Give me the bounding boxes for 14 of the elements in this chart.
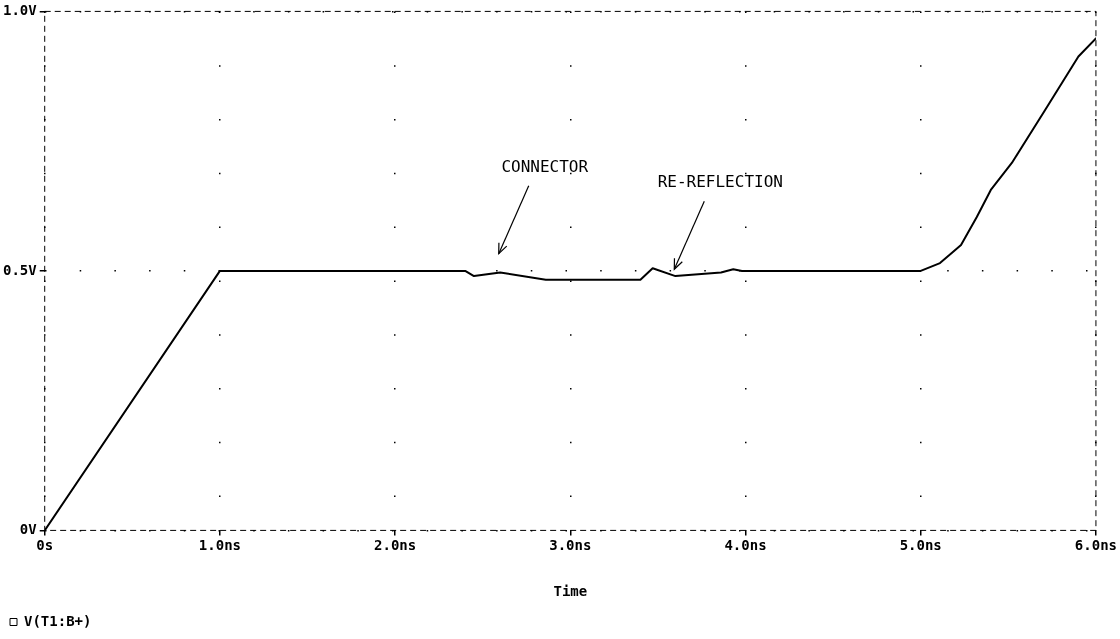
annotation: CONNECTOR <box>501 156 589 176</box>
y-tick-label: 0.5V <box>3 261 38 278</box>
x-tick-label: 3.0ns <box>549 537 592 554</box>
x-tick-label: 4.0ns <box>724 537 767 554</box>
y-tick-label: 1.0V <box>3 2 38 19</box>
x-tick-label: 2.0ns <box>374 537 417 554</box>
x-axis-title: Time <box>553 583 588 600</box>
x-tick-label: 5.0ns <box>899 537 942 554</box>
legend-label: V(T1:B+) <box>24 612 92 629</box>
y-tick-label: 0V <box>19 521 38 538</box>
annotation: RE-REFLECTION <box>657 172 783 192</box>
x-tick-label: 0s <box>36 537 54 554</box>
x-tick-label: 1.0ns <box>198 537 241 554</box>
x-tick-label: 6.0ns <box>1074 537 1118 554</box>
